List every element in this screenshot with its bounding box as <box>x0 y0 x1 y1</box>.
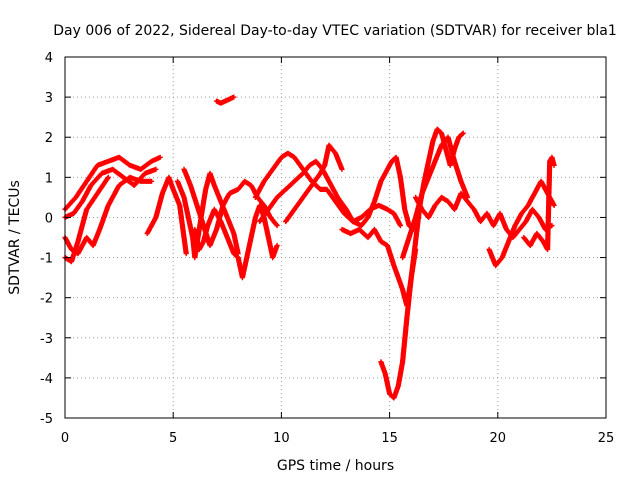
data-series-track-l <box>283 142 345 225</box>
y-tick-label: 4 <box>45 51 53 66</box>
y-axis-label: SDTVAR / TECUs <box>7 180 23 295</box>
x-tick-label: 0 <box>61 431 69 446</box>
data-series-track-i <box>213 94 237 106</box>
data-series-track-h <box>192 202 280 281</box>
y-tick-label: 2 <box>45 131 53 146</box>
data-series-track-p <box>400 134 471 261</box>
y-tick-label: 3 <box>45 91 53 106</box>
x-tick-label: 10 <box>273 431 290 446</box>
y-axis-tick-labels: -5 -4 -3 -2 -1 0 1 2 3 4 <box>40 51 53 427</box>
data-series-layer <box>62 94 557 401</box>
y-tick-label: -4 <box>40 372 53 387</box>
y-tick-label: 0 <box>45 211 53 226</box>
x-axis-tick-labels: 0 5 10 15 20 25 <box>61 431 614 446</box>
x-tick-label: 25 <box>598 431 615 446</box>
data-series-track-r <box>490 206 555 241</box>
y-tick-label: -1 <box>40 252 53 267</box>
y-tick-label: -3 <box>40 332 53 347</box>
y-tick-label: -5 <box>40 412 53 427</box>
grid-lines <box>65 57 606 418</box>
x-tick-label: 15 <box>381 431 398 446</box>
x-tick-label: 5 <box>169 431 177 446</box>
y-tick-label: -2 <box>40 292 53 307</box>
x-axis-label: GPS time / hours <box>277 458 394 474</box>
data-series-track-g <box>174 170 241 261</box>
y-tick-label: 1 <box>45 171 53 186</box>
data-series-track-e <box>144 174 189 257</box>
chart-title: Day 006 of 2022, Sidereal Day-to-day VTE… <box>53 23 616 39</box>
data-series-track-s <box>521 154 557 253</box>
data-series-track-o <box>413 190 497 229</box>
x-tick-label: 20 <box>490 431 507 446</box>
axis-ticks <box>64 56 607 419</box>
data-series-track-k <box>257 154 416 233</box>
plot-frame <box>64 56 607 419</box>
